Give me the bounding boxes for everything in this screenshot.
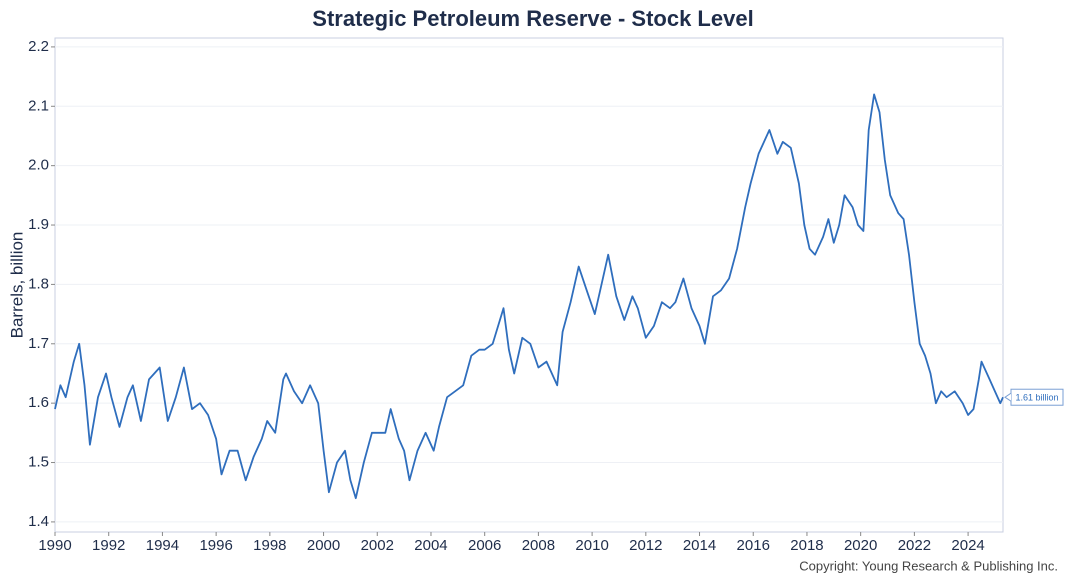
x-tick-label: 2024 (951, 537, 984, 554)
x-tick-label: 1992 (92, 537, 125, 554)
y-tick-label: 1.8 (28, 275, 49, 292)
y-tick-label: 1.5 (28, 454, 49, 471)
plot-area (54, 37, 1004, 533)
annotation-pointer (1004, 392, 1012, 402)
x-tick-label: 2006 (468, 537, 501, 554)
y-tick-label: 1.6 (28, 394, 49, 411)
x-tick-label: 2012 (629, 537, 662, 554)
x-tick-label: 1990 (38, 537, 71, 554)
x-tick-label: 2014 (683, 537, 716, 554)
x-tick-label: 2008 (522, 537, 555, 554)
y-tick-label: 2.0 (28, 157, 49, 174)
x-tick-label: 1994 (146, 537, 179, 554)
y-axis-label: Barrels, billion (7, 232, 26, 339)
x-tick-label: 1998 (253, 537, 286, 554)
x-tick-label: 1996 (199, 537, 232, 554)
x-tick-label: 2016 (737, 537, 770, 554)
annotation: 1.61 billion (1015, 393, 1058, 403)
y-tick-label: 1.7 (28, 335, 49, 352)
y-tick-label: 1.9 (28, 216, 49, 233)
x-tick-label: 2010 (575, 537, 608, 554)
y-tick-label: 2.1 (28, 97, 49, 114)
y-tick-label: 2.2 (28, 38, 49, 55)
x-tick-label: 2018 (790, 537, 823, 554)
x-tick-label: 2002 (361, 537, 394, 554)
chart-title: Strategic Petroleum Reserve - Stock Leve… (312, 6, 753, 31)
y-tick-label: 1.4 (28, 513, 49, 530)
x-tick-label: 2000 (307, 537, 340, 554)
data-line (54, 93, 1004, 500)
x-tick-label: 2022 (898, 537, 931, 554)
source: Copyright: Young Research & Publishing I… (799, 558, 1058, 573)
x-tick-label: 2004 (414, 537, 447, 554)
x-tick-label: 2020 (844, 537, 877, 554)
